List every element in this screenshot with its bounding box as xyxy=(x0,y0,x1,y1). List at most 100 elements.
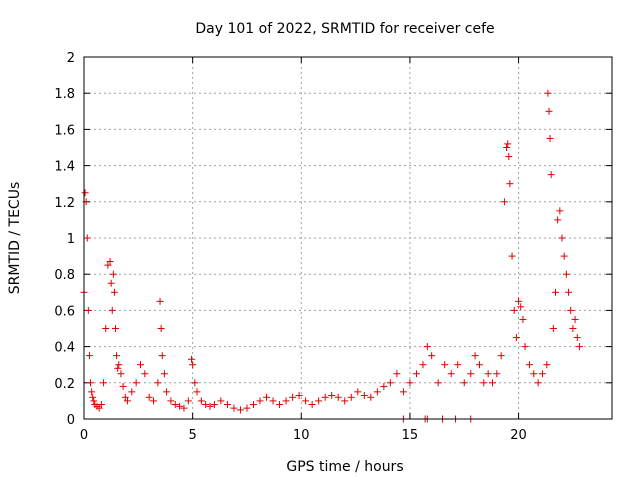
data-point xyxy=(571,315,579,323)
data-point xyxy=(517,303,525,311)
x-axis-label: GPS time / hours xyxy=(286,459,403,475)
data-point xyxy=(354,388,362,396)
data-point xyxy=(546,134,554,142)
data-point xyxy=(107,279,115,287)
data-point xyxy=(567,306,575,314)
data-point xyxy=(505,153,513,161)
data-point xyxy=(97,401,105,409)
data-point xyxy=(544,89,552,97)
data-point xyxy=(188,355,196,363)
data-point xyxy=(167,397,175,405)
data-point xyxy=(109,270,117,278)
data-point xyxy=(460,379,468,387)
data-point xyxy=(428,352,436,360)
y-tick-label: 1.2 xyxy=(54,196,75,211)
data-point xyxy=(89,393,97,401)
y-tick-label: 1.6 xyxy=(54,123,75,138)
data-point xyxy=(497,352,505,360)
data-point xyxy=(206,402,214,410)
data-point xyxy=(341,397,349,405)
data-point xyxy=(154,379,162,387)
data-point xyxy=(423,343,431,351)
data-point xyxy=(399,388,407,396)
data-point xyxy=(117,370,125,378)
data-point xyxy=(367,393,375,401)
data-point xyxy=(84,306,92,314)
data-point xyxy=(81,189,89,197)
data-point xyxy=(519,315,527,323)
data-point xyxy=(112,325,120,332)
data-point xyxy=(386,379,394,387)
x-tick-label: 15 xyxy=(402,428,419,443)
data-point xyxy=(193,388,201,396)
y-tick-label: 1.4 xyxy=(54,160,75,175)
y-tick-label: 0.2 xyxy=(54,377,75,392)
data-point xyxy=(156,297,164,305)
data-point xyxy=(558,234,566,242)
data-point xyxy=(276,401,284,409)
data-point xyxy=(163,388,171,396)
data-point xyxy=(295,391,303,399)
x-tick-label: 20 xyxy=(510,428,527,443)
data-point xyxy=(334,393,342,401)
data-point xyxy=(569,325,577,332)
data-point xyxy=(360,391,368,399)
data-point xyxy=(223,401,231,409)
data-point xyxy=(321,393,329,401)
data-point xyxy=(549,325,557,332)
data-point xyxy=(263,393,271,401)
data-point xyxy=(547,171,555,179)
data-point xyxy=(202,401,210,409)
data-point xyxy=(315,397,323,405)
data-point xyxy=(217,397,225,405)
data-point xyxy=(441,361,449,369)
data-point xyxy=(158,352,166,360)
data-point xyxy=(115,361,123,369)
data-point xyxy=(562,270,570,278)
data-point xyxy=(406,379,414,387)
data-point xyxy=(556,207,564,215)
data-point xyxy=(197,397,205,405)
data-point xyxy=(210,401,218,409)
data-point xyxy=(141,370,149,378)
data-point xyxy=(123,397,131,405)
data-point xyxy=(525,361,533,369)
data-point xyxy=(573,334,581,342)
data-point xyxy=(256,397,264,405)
data-point xyxy=(475,361,483,369)
data-point xyxy=(530,370,538,378)
data-point xyxy=(83,234,91,242)
data-point xyxy=(243,404,251,412)
y-tick-label: 0.8 xyxy=(54,268,75,283)
data-point xyxy=(176,402,184,410)
data-point xyxy=(503,144,511,151)
data-point xyxy=(106,258,114,266)
data-point xyxy=(380,382,388,390)
data-point xyxy=(302,397,310,405)
data-point xyxy=(488,379,496,387)
data-point xyxy=(110,288,118,296)
data-point xyxy=(191,379,199,387)
data-point xyxy=(160,370,168,378)
data-point xyxy=(328,391,336,399)
data-point xyxy=(150,397,158,405)
data-point xyxy=(534,379,542,387)
data-point xyxy=(236,406,244,414)
y-tick-label: 2 xyxy=(67,51,75,66)
data-point xyxy=(102,325,110,332)
data-point xyxy=(447,370,455,378)
x-tick-label: 10 xyxy=(293,428,310,443)
data-point xyxy=(500,198,508,206)
data-point xyxy=(128,388,136,396)
y-tick-label: 0.4 xyxy=(54,341,75,356)
data-point xyxy=(471,352,479,360)
y-tick-label: 0.6 xyxy=(54,304,75,319)
data-point xyxy=(184,397,192,405)
data-point xyxy=(515,297,523,305)
data-point xyxy=(100,379,108,387)
chart-title: Day 101 of 2022, SRMTID for receiver cef… xyxy=(195,21,494,37)
data-point xyxy=(560,252,568,260)
data-point xyxy=(119,382,127,390)
data-point xyxy=(121,393,129,401)
data-point xyxy=(113,352,121,360)
